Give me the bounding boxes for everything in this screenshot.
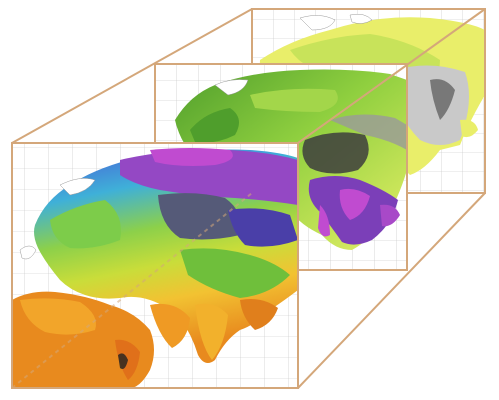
- front-map-layer: [11, 142, 299, 389]
- middle-dark-region: [302, 132, 369, 174]
- front-masked-region: [158, 193, 241, 240]
- cube-edges: [11, 8, 486, 389]
